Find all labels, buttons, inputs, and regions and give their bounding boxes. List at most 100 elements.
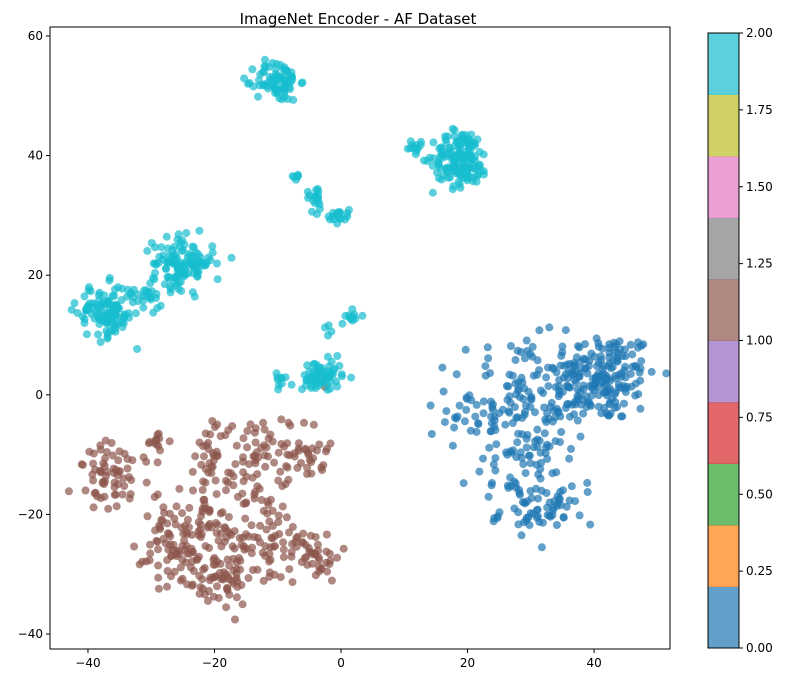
- scatter-point: [290, 449, 299, 458]
- scatter-point: [604, 411, 613, 420]
- y-tick-label: 40: [28, 149, 43, 163]
- scatter-point: [107, 314, 115, 323]
- scatter-point: [274, 381, 283, 390]
- scatter-point: [228, 422, 237, 431]
- scatter-point: [247, 521, 256, 530]
- scatter-point: [451, 152, 460, 161]
- scatter-point: [244, 574, 253, 582]
- scatter-point: [439, 387, 448, 396]
- scatter-point: [163, 582, 171, 591]
- scatter-point: [105, 274, 114, 282]
- scatter-point: [276, 467, 285, 476]
- scatter-point: [70, 299, 79, 308]
- scatter-point: [561, 326, 570, 335]
- scatter-point: [260, 451, 269, 460]
- scatter-point: [458, 139, 466, 148]
- scatter-point: [99, 477, 108, 486]
- scatter-point: [107, 439, 116, 447]
- scatter-point: [118, 490, 127, 499]
- scatter-point: [551, 413, 559, 422]
- scatter-point: [536, 386, 545, 395]
- scatter-point: [195, 571, 204, 580]
- scatter-point: [575, 372, 584, 381]
- scatter-point: [271, 72, 280, 81]
- scatter-point: [573, 395, 582, 404]
- scatter-point: [533, 512, 542, 521]
- scatter-point: [154, 573, 163, 582]
- scatter-point: [548, 469, 557, 478]
- scatter-point: [575, 343, 584, 352]
- scatter-point: [120, 313, 129, 322]
- scatter-point: [506, 473, 515, 482]
- scatter-point: [162, 264, 171, 273]
- scatter-point: [508, 419, 517, 427]
- scatter-point: [103, 299, 112, 308]
- scatter-point: [170, 278, 179, 287]
- scatter-point: [170, 567, 179, 576]
- scatter-point: [272, 59, 281, 68]
- scatter-point: [195, 226, 204, 235]
- scatter-point: [618, 412, 627, 421]
- scatter-point: [465, 151, 474, 160]
- scatter-point: [620, 399, 628, 408]
- scatter-point: [552, 521, 561, 529]
- scatter-point: [647, 367, 656, 376]
- scatter-point: [563, 360, 572, 369]
- scatter-point: [444, 173, 453, 182]
- colorbar-tick-label: 1.25: [746, 257, 773, 271]
- scatter-point: [162, 232, 171, 241]
- scatter-point: [266, 430, 275, 439]
- scatter-point: [200, 495, 209, 504]
- scatter-point: [526, 402, 535, 411]
- scatter-point: [251, 424, 260, 433]
- scatter-point: [505, 408, 514, 417]
- scatter-point: [169, 255, 178, 264]
- y-tick-label: −40: [18, 627, 43, 641]
- scatter-point: [133, 345, 142, 353]
- scatter-point: [463, 167, 472, 176]
- scatter-point: [543, 454, 552, 463]
- scatter-point: [309, 420, 318, 429]
- scatter-point: [479, 397, 488, 406]
- series-2: [67, 55, 488, 394]
- scatter-point: [102, 448, 111, 457]
- scatter-point: [213, 259, 221, 268]
- scatter-point: [311, 376, 319, 385]
- scatter-point: [289, 95, 298, 104]
- scatter-point: [533, 442, 542, 451]
- scatter-point: [218, 508, 227, 517]
- scatter-point: [474, 420, 483, 428]
- scatter-point: [175, 484, 184, 493]
- scatter-point: [160, 508, 169, 517]
- scatter-point: [464, 140, 473, 149]
- scatter-point: [348, 305, 357, 314]
- scatter-point: [102, 308, 111, 317]
- scatter-point: [237, 581, 246, 590]
- scatter-point: [194, 250, 203, 259]
- scatter-point: [270, 458, 279, 467]
- scatter-point: [412, 144, 421, 153]
- colorbar-tick-label: 1.50: [746, 180, 773, 194]
- scatter-point: [259, 576, 268, 585]
- scatter-point: [426, 401, 435, 410]
- scatter-point: [204, 596, 212, 605]
- scatter-point: [108, 451, 117, 460]
- scatter-point: [214, 594, 223, 602]
- scatter-point: [282, 79, 291, 88]
- scatter-point: [311, 533, 320, 541]
- scatter-point: [114, 456, 123, 465]
- scatter-point: [322, 530, 331, 539]
- scatter-point: [441, 135, 450, 144]
- scatter-point: [227, 253, 236, 262]
- scatter-point: [213, 420, 222, 429]
- scatter-point: [559, 513, 568, 522]
- scatter-point: [158, 516, 167, 525]
- scatter-point: [110, 292, 119, 300]
- scatter-point: [202, 259, 211, 267]
- scatter-point: [514, 429, 523, 438]
- scatter-point: [551, 437, 560, 446]
- scatter-point: [519, 460, 528, 469]
- scatter-point: [327, 576, 336, 585]
- scatter-point: [88, 299, 97, 308]
- scatter-point: [558, 342, 567, 351]
